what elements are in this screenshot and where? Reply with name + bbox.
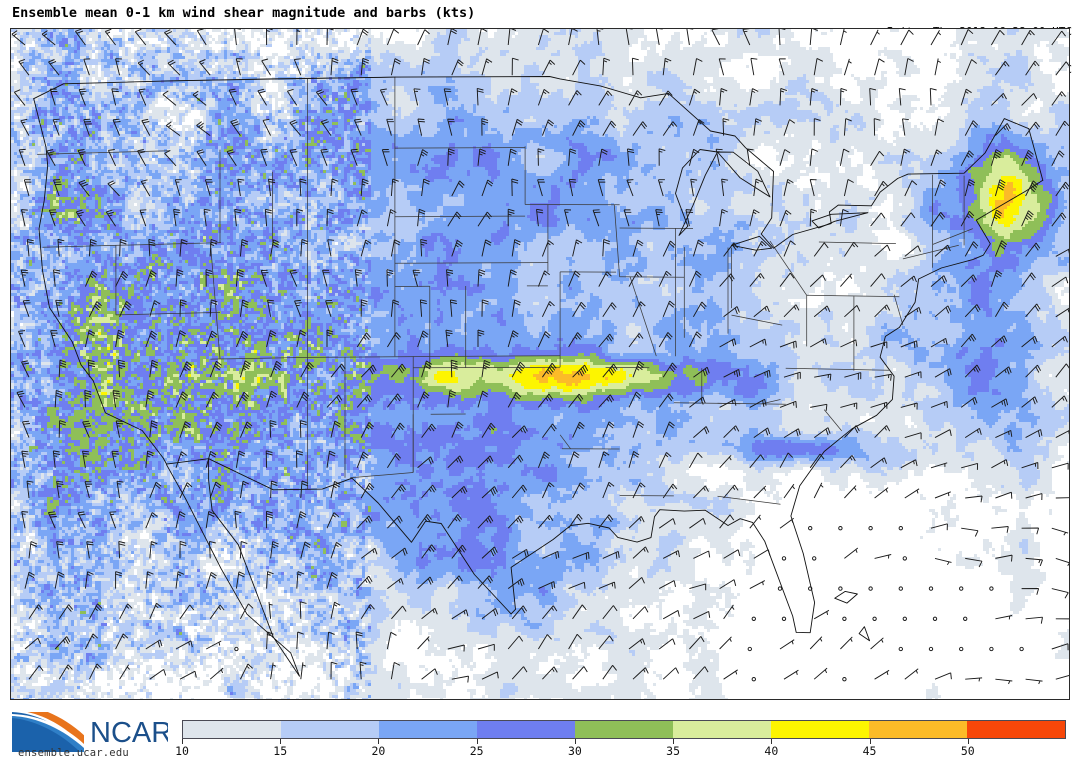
colorbar-tick-label-10: 10 [175,744,189,758]
colorbar-band-15-20 [281,721,379,738]
footer-bar: NCAR ensemble.ucar.edu 10 15 20 25 30 35 40 45 5… [0,702,1080,766]
colorbar-tick-label-20: 20 [371,744,386,758]
colorbar-tick-label-45: 45 [862,744,877,758]
ensemble-url-label[interactable]: ensemble.ucar.edu [18,747,129,759]
colorbar-tick-40 [771,739,773,744]
colorbar-band-10-15 [183,721,281,738]
colorbar-tick-10 [182,739,183,744]
colorbar-tick-25 [476,739,478,744]
state-borders [37,76,973,505]
colorbar-tick-label-25: 25 [469,744,484,758]
colorbar-band-25-30 [477,721,575,738]
colorbar-tick-label-50: 50 [960,744,975,758]
colorbar-band-35-40 [673,721,771,738]
colorbar-ticks: 10 15 20 25 30 35 40 45 50 [175,739,1066,761]
colorbar-tick-label-40: 40 [764,744,779,758]
colorbar-tick-45 [869,739,871,744]
shear-field-map [11,29,1069,699]
ncar-logo[interactable]: NCAR [8,708,172,760]
colorbar-tick-15 [280,739,282,744]
colorbar-tick-50 [967,739,969,744]
colorbar-tick-20 [378,739,380,744]
colorbar-tick-label-30: 30 [567,744,582,758]
colorbar-band-50-55 [967,721,1065,738]
wind-barbs [11,29,1069,685]
ncar-logo-text: NCAR [90,717,168,749]
colorbar-tick-35 [673,739,675,744]
weather-map-panel[interactable] [10,28,1070,700]
header-bar: Ensemble mean 0-1 km wind shear magnitud… [0,0,1080,75]
colorbar-tick-30 [574,739,576,744]
colorbar-band-30-35 [575,721,673,738]
colorbar-tick-label-15: 15 [273,744,288,758]
coastlines [33,76,1044,677]
ncar-logo-mark [12,712,84,752]
colorbar-bands [182,720,1066,739]
colorbar-band-20-25 [379,721,477,738]
colorbar: 10 15 20 25 30 35 40 45 50 [175,720,1066,762]
colorbar-band-40-45 [771,721,869,738]
colorbar-tick-label-35: 35 [666,744,681,758]
colorbar-band-45-50 [869,721,967,738]
page-title: Ensemble mean 0-1 km wind shear magnitud… [12,5,476,21]
